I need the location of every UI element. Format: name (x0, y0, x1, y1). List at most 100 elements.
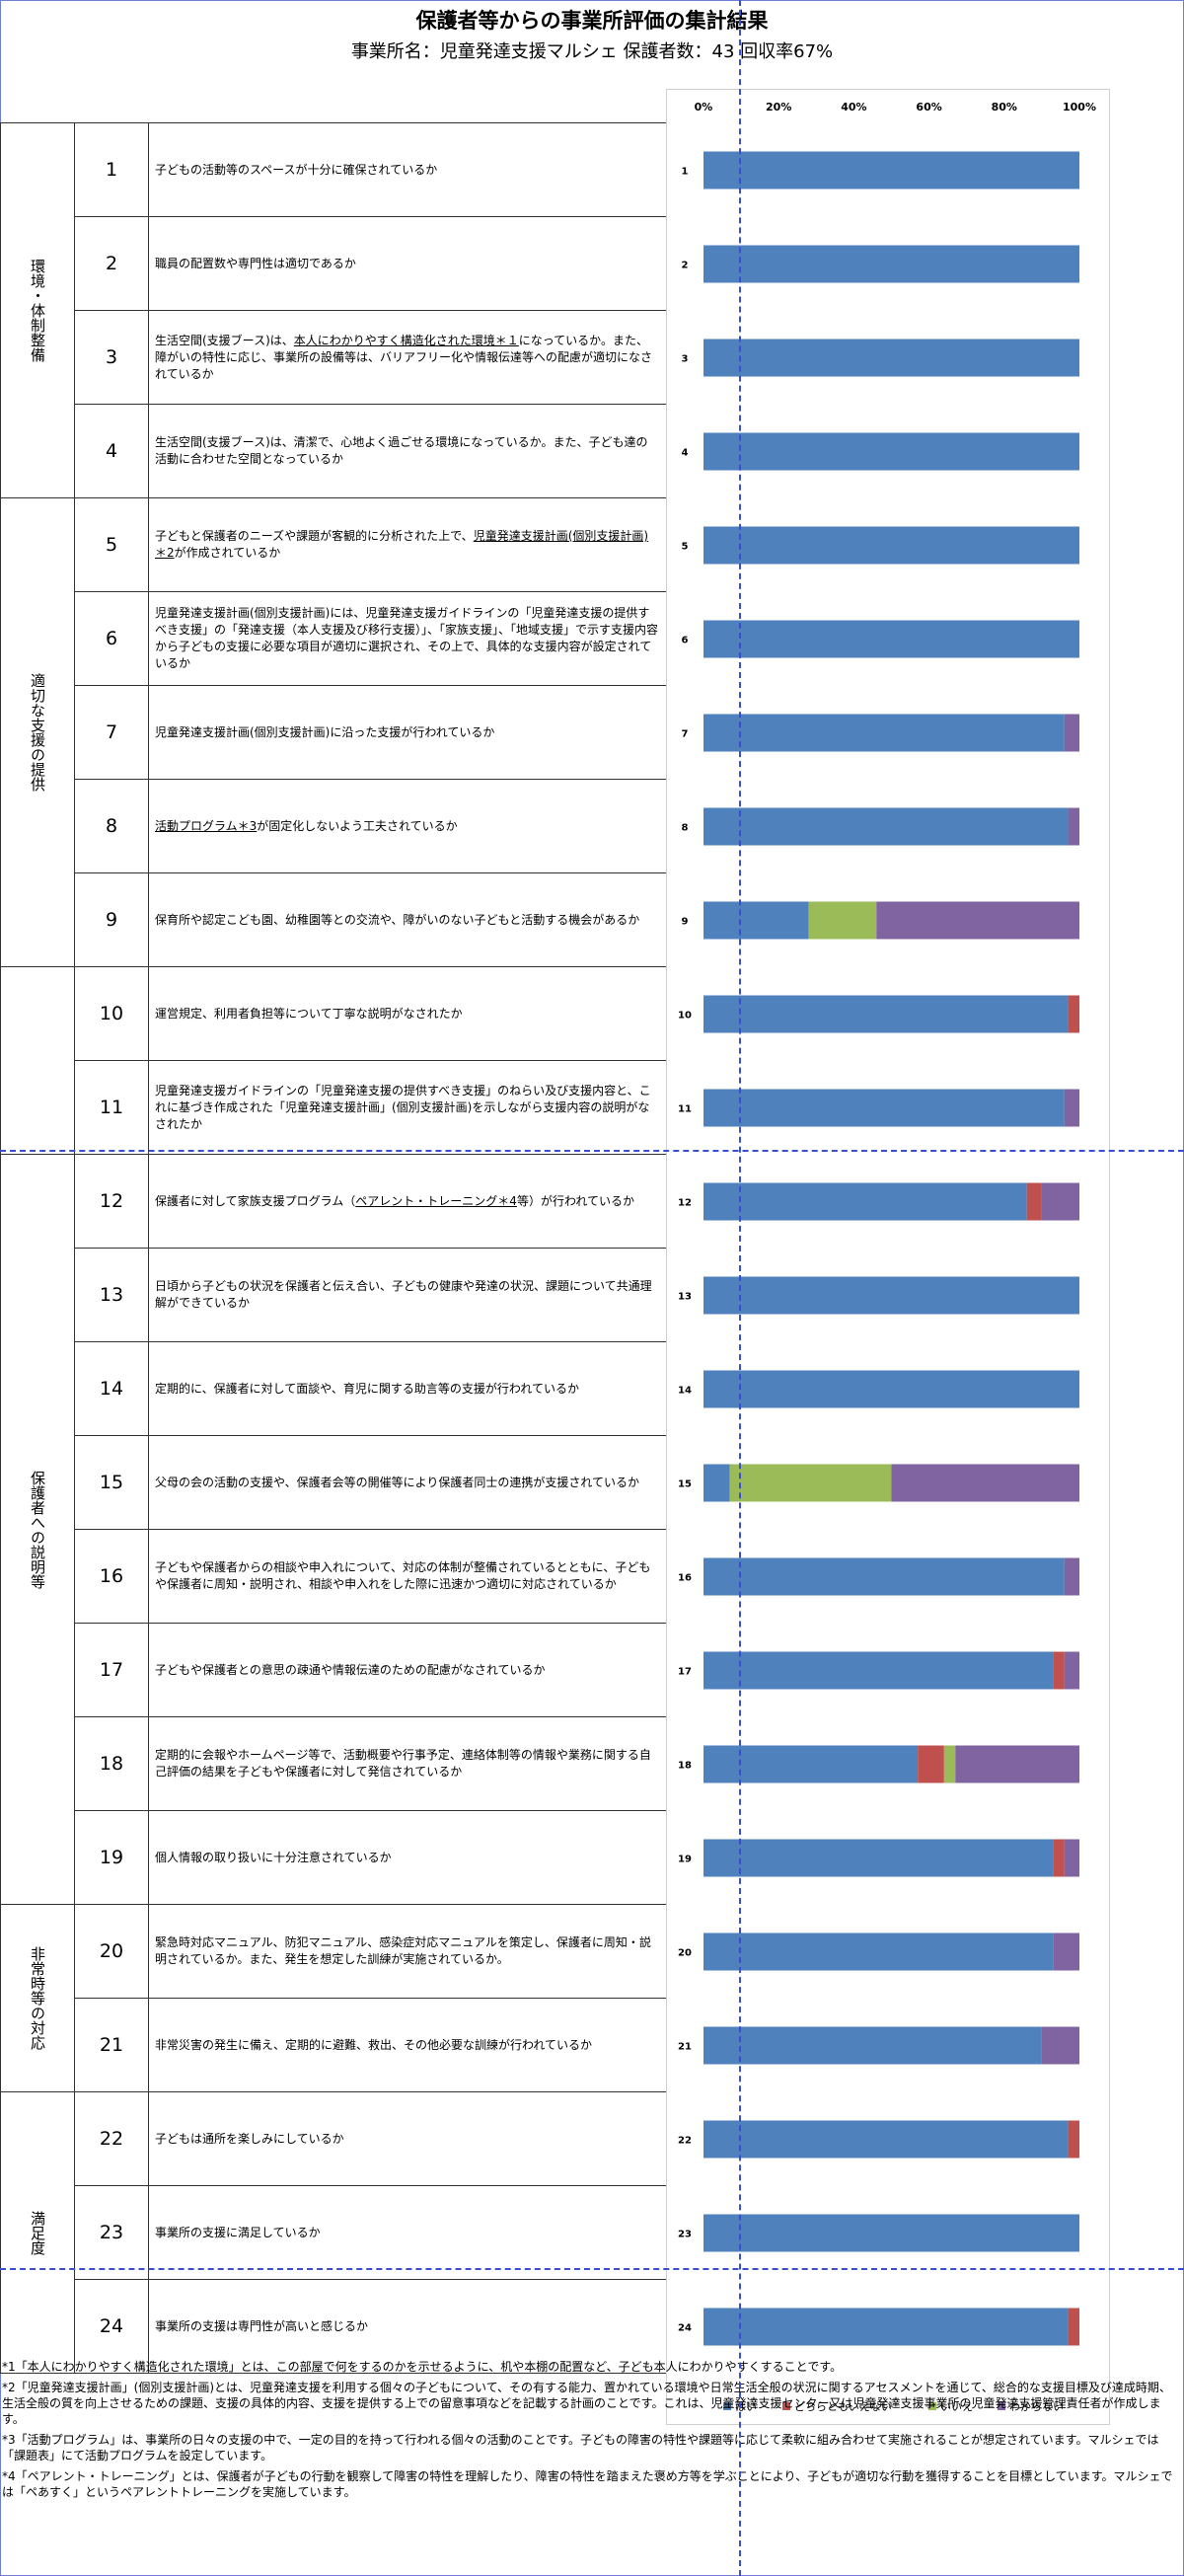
category-label (0, 966, 75, 1155)
category-label: 環境・体制整備 (0, 122, 75, 498)
question-text-part: 非常災害の発生に備え、定期的に避難、救出、その他必要な訓練が行われているか (155, 2037, 593, 2052)
page-break-guide-vertical (739, 0, 741, 2576)
question-text-part: 事業所の支援に満足しているか (155, 2225, 321, 2239)
question-number: 2 (74, 216, 149, 311)
question-text: 緊急時対応マニュアル、防犯マニュアル、感染症対応マニュアルを策定し、保護者に周知… (148, 1904, 667, 1999)
category-tick-label: 15 (678, 1479, 692, 1490)
question-text-part: 個人情報の取り扱いに十分注意されているか (155, 1850, 392, 1864)
category-tick-label: 8 (682, 823, 689, 834)
bar-segment-0 (703, 807, 1069, 846)
category-label: 満足度 (0, 2091, 75, 2374)
bar-segment-2 (729, 1464, 892, 1502)
question-number: 16 (74, 1529, 149, 1624)
question-text: 運営規定、利用者負担等について丁寧な説明がなされたか (148, 966, 667, 1061)
question-text: 個人情報の取り扱いに十分注意されているか (148, 1810, 667, 1905)
bar-segment-0 (703, 1370, 1079, 1408)
question-number: 13 (74, 1248, 149, 1342)
category-tick-label: 21 (678, 2042, 692, 2053)
x-tick-label: 80% (992, 101, 1017, 114)
category-tick-label: 20 (678, 1948, 692, 1959)
bar-segment-3 (1064, 1651, 1079, 1690)
bar-segment-3 (955, 1745, 1079, 1783)
bar-segment-1 (1053, 1839, 1065, 1877)
question-row: 16 子どもや保護者からの相談や申入れについて、対応の体制が整備されているとともに… (1, 1529, 667, 1624)
question-text-part: 子どもや保護者からの相談や申入れについて、対応の体制が整備されているとともに、子… (155, 1560, 651, 1591)
x-tick-label: 20% (766, 101, 791, 114)
category-tick-label: 1 (682, 167, 689, 178)
question-text-part: 緊急時対応マニュアル、防犯マニュアル、感染症対応マニュアルを策定し、保護者に周知… (155, 1935, 651, 1966)
question-number: 23 (74, 2185, 149, 2280)
question-text: 日頃から子どもの状況を保護者と伝え合い、子どもの健康や発達の状況、課題について共… (148, 1248, 667, 1342)
question-number: 20 (74, 1904, 149, 1999)
bar-segment-0 (703, 1089, 1065, 1127)
question-number: 15 (74, 1435, 149, 1530)
bar-segment-0 (703, 620, 1079, 658)
category-tick-label: 22 (678, 2136, 692, 2147)
question-text: 子どもや保護者からの相談や申入れについて、対応の体制が整備されているとともに、子… (148, 1529, 667, 1624)
bar-segment-0 (703, 1557, 1065, 1596)
category-tick-label: 17 (678, 1667, 692, 1678)
question-text: 非常災害の発生に備え、定期的に避難、救出、その他必要な訓練が行われているか (148, 1998, 667, 2092)
category-tick-label: 6 (682, 636, 689, 646)
category-tick-label: 23 (678, 2230, 692, 2240)
question-row: 2 職員の配置数や専門性は適切であるか (1, 216, 667, 311)
question-number: 10 (74, 966, 149, 1061)
question-number: 3 (74, 310, 149, 405)
question-text: 児童発達支援計画(個別支援計画)には、児童発達支援ガイドラインの「児童発達支援の… (148, 591, 667, 686)
category-tick-label: 14 (678, 1386, 692, 1397)
question-text-part: 職員の配置数や専門性は適切であるか (155, 256, 356, 270)
question-text-part: 運営規定、利用者負担等について丁寧な説明がなされたか (155, 1006, 463, 1021)
legend-label: わからない (1009, 2400, 1064, 2413)
question-number: 11 (74, 1060, 149, 1155)
question-number: 19 (74, 1810, 149, 1905)
bar-segment-3 (891, 1464, 1079, 1502)
bar-segment-1 (1026, 1182, 1042, 1221)
question-text-part: 定期的に、保護者に対して面談や、育児に関する助言等の支援が行われているか (155, 1381, 579, 1396)
question-text-part: 子どもと保護者のニーズや課題が客観的に分析された上で、 (155, 529, 474, 543)
footnote: *4「ペアレント・トレーニング」とは、保護者が子どもの行動を観察して障害の特性を… (2, 2469, 1173, 2499)
bar-segment-3 (876, 901, 1079, 940)
question-text-part: 日頃から子どもの状況を保護者と伝え合い、子どもの健康や発達の状況、課題について共… (155, 1279, 652, 1310)
question-text: 事業所の支援に満足しているか (148, 2185, 667, 2280)
bar-segment-0 (703, 1932, 1054, 1971)
question-text: 父母の会の活動の支援や、保護者会等の開催等により保護者同士の連携が支援されている… (148, 1435, 667, 1530)
bar-segment-3 (1068, 807, 1079, 846)
question-row: 4 生活空間(支援ブース)は、清潔で、心地よく過ごせる環境になっているか。また、子… (1, 404, 667, 498)
category-label: 非常時等の対応 (0, 1904, 75, 2092)
question-number: 5 (74, 497, 149, 592)
question-text: 児童発達支援計画(個別支援計画)に沿った支援が行われているか (148, 685, 667, 780)
question-row: 23 事業所の支援に満足しているか (1, 2185, 667, 2280)
question-row: 13 日頃から子どもの状況を保護者と伝え合い、子どもの健康や発達の状況、課題につい… (1, 1248, 667, 1342)
bar-segment-1 (1068, 2308, 1079, 2346)
question-text-part: 子どもや保護者との意思の疎通や情報伝達のための配慮がなされているか (155, 1662, 546, 1677)
question-number: 17 (74, 1623, 149, 1717)
question-number: 9 (74, 872, 149, 967)
question-text: 子どもは通所を楽しみにしているか (148, 2091, 667, 2186)
questions-table: 環境・体制整備 1 子どもの活動等のスペースが十分に確保されているか 2 職員の配置数や… (0, 122, 667, 2374)
bar-segment-0 (703, 151, 1079, 189)
question-text: 子どもと保護者のニーズや課題が客観的に分析された上で、児童発達支援計画(個別支援… (148, 497, 667, 592)
question-row: 満足度 22 子どもは通所を楽しみにしているか (0, 2091, 667, 2374)
question-text-underlined: 児童発達支援計画(個別支援計画)＊2 (155, 529, 649, 560)
question-number: 21 (74, 1998, 149, 2092)
question-text-part: 児童発達支援ガイドラインの「児童発達支援の提供すべき支援」のねらい及び支援内容と… (155, 1083, 651, 1131)
question-text-part: 子どもの活動等のスペースが十分に確保されているか (155, 162, 438, 177)
question-row: 21 非常災害の発生に備え、定期的に避難、救出、その他必要な訓練が行われているか (1, 1998, 667, 2092)
footnote: *2「児童発達支援計画」(個別支援計画)とは、児童発達支援を利用する個々の子ども… (2, 2381, 1171, 2426)
bar-segment-0 (703, 1745, 919, 1783)
category-tick-label: 3 (682, 354, 689, 365)
question-text-part: 児童発達支援計画(個別支援計画)には、児童発達支援ガイドラインの「児童発達支援の… (155, 606, 659, 670)
bar-segment-1 (1068, 995, 1079, 1033)
question-text: 子どもの活動等のスペースが十分に確保されているか (148, 122, 667, 217)
question-number: 6 (74, 591, 149, 686)
question-row: 24 事業所の支援は専門性が高いと感じるか (1, 2279, 667, 2374)
category-tick-label: 16 (678, 1573, 692, 1584)
page-subtitle: 事業所名：児童発達支援マルシェ 保護者数：43 回収率67% (350, 41, 834, 62)
question-text-part: 生活空間(支援ブース)は、清潔で、心地よく過ごせる環境になっているか。また、子ど… (155, 435, 648, 466)
legend-swatch (998, 2402, 1005, 2410)
bar-segment-3 (1041, 2026, 1079, 2065)
question-number: 1 (74, 122, 149, 217)
category-tick-label: 7 (682, 729, 689, 740)
question-number: 4 (74, 404, 149, 498)
question-number: 18 (74, 1716, 149, 1811)
